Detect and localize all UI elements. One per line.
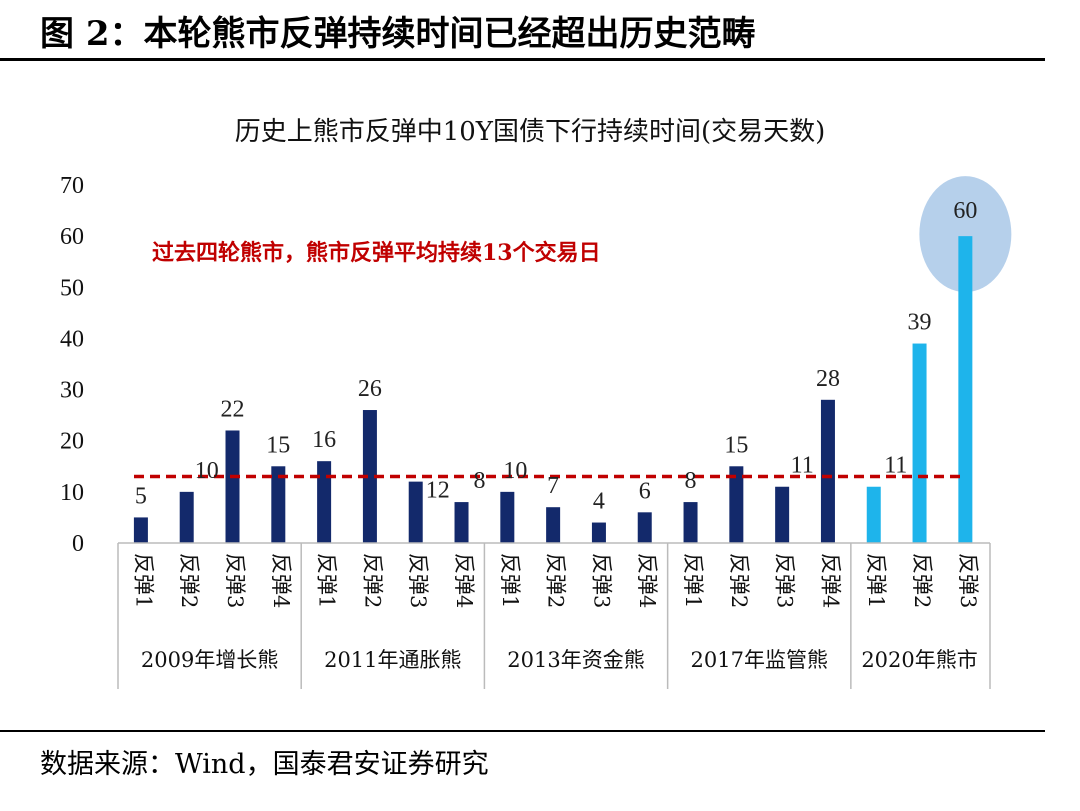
- bar: [362, 410, 377, 543]
- category-label: 反弹2: [910, 553, 934, 608]
- category-label: 反弹4: [818, 553, 842, 608]
- bar: [637, 512, 652, 543]
- y-tick-label: 50: [60, 275, 84, 301]
- bar: [775, 486, 790, 543]
- value-label: 7: [547, 473, 559, 499]
- value-label: 11: [791, 453, 814, 479]
- bars: [133, 236, 973, 543]
- group-label: 2017年监管熊: [691, 648, 828, 672]
- value-labels: 5 10 22 15 16 26 12 8 10 7 4 6 8 15 11 28 11 39 60: [135, 198, 977, 514]
- category-label: 反弹3: [956, 553, 980, 608]
- bar: [820, 399, 835, 543]
- category-label: 反弹1: [498, 553, 522, 608]
- bar: [500, 491, 515, 543]
- value-label: 5: [135, 483, 147, 509]
- bar: [546, 507, 561, 543]
- value-label: 10: [503, 458, 527, 484]
- category-label: 反弹1: [864, 553, 888, 608]
- y-tick-label: 10: [60, 480, 84, 506]
- bar: [454, 502, 469, 543]
- category-label: 反弹3: [223, 553, 247, 608]
- value-label: 15: [266, 432, 290, 458]
- value-label: 12: [426, 478, 450, 504]
- bar: [133, 517, 148, 543]
- bar: [591, 522, 606, 543]
- bar: [958, 236, 973, 543]
- bar: [317, 461, 332, 543]
- value-label: 28: [816, 366, 840, 392]
- group-label: 2013年资金熊: [507, 648, 644, 672]
- value-label: 60: [953, 198, 977, 224]
- bar: [683, 502, 698, 543]
- value-label: 10: [195, 458, 219, 484]
- category-label: 反弹3: [406, 553, 430, 608]
- y-tick-label: 60: [60, 224, 84, 250]
- source-note: 数据来源：Wind，国泰君安证券研究: [40, 749, 489, 780]
- category-label: 反弹3: [773, 553, 797, 608]
- bar: [179, 491, 194, 543]
- value-label: 22: [221, 396, 245, 422]
- top-rule: [0, 58, 1045, 61]
- highlight-layer: [919, 176, 1012, 293]
- bar: [729, 466, 744, 543]
- bar: [912, 343, 927, 543]
- value-label: 39: [908, 310, 932, 336]
- value-label: 11: [884, 453, 907, 479]
- category-label: 反弹4: [452, 553, 476, 608]
- bar-chart: 历史上熊市反弹中10Y国债下行持续时间(交易天数) 0 10 20 30 40 50 60 7…: [60, 117, 1012, 689]
- category-label: 反弹1: [681, 553, 705, 608]
- category-label: 反弹3: [589, 553, 613, 608]
- bar: [225, 430, 240, 543]
- category-label: 反弹2: [727, 553, 751, 608]
- highlight-ellipse: [919, 176, 1012, 293]
- category-label: 反弹4: [269, 553, 293, 608]
- bar: [866, 486, 881, 543]
- category-label: 反弹2: [177, 553, 201, 608]
- category-label: 反弹1: [315, 553, 339, 608]
- y-tick-label: 40: [60, 326, 84, 352]
- y-tick-label: 30: [60, 378, 84, 404]
- value-label: 26: [358, 376, 382, 402]
- group-label: 2009年增长熊: [141, 648, 278, 672]
- y-axis-ticks: 0 10 20 30 40 50 60 70: [60, 173, 84, 557]
- category-label: 反弹4: [635, 553, 659, 608]
- category-label: 反弹2: [360, 553, 384, 608]
- value-label: 6: [639, 478, 651, 504]
- group-label: 2011年通胀熊: [324, 648, 461, 672]
- average-annotation: 过去四轮熊市，熊市反弹平均持续13个交易日: [152, 240, 601, 266]
- chart-title: 历史上熊市反弹中10Y国债下行持续时间(交易天数): [235, 117, 826, 147]
- bottom-rule: [0, 730, 1045, 732]
- bar: [408, 481, 423, 543]
- value-label: 8: [474, 468, 486, 494]
- value-label: 8: [685, 468, 697, 494]
- y-tick-label: 20: [60, 429, 84, 455]
- value-label: 16: [312, 427, 336, 453]
- y-tick-label: 0: [72, 531, 84, 557]
- category-axis-table: 反弹1 反弹2 反弹3 反弹4 反弹1 反弹2 反弹3 反弹4 反弹1 反弹2 反弹3 反弹4 反弹1 反…: [117, 542, 991, 689]
- figure-title: 图 2：本轮熊市反弹持续时间已经超出历史范畴: [40, 14, 756, 54]
- group-label: 2020年熊市: [861, 648, 977, 672]
- value-label: 4: [593, 489, 605, 515]
- category-label: 反弹2: [544, 553, 568, 608]
- value-label: 15: [724, 432, 748, 458]
- y-tick-label: 70: [60, 173, 84, 199]
- bar: [271, 466, 286, 543]
- category-label: 反弹1: [131, 553, 155, 608]
